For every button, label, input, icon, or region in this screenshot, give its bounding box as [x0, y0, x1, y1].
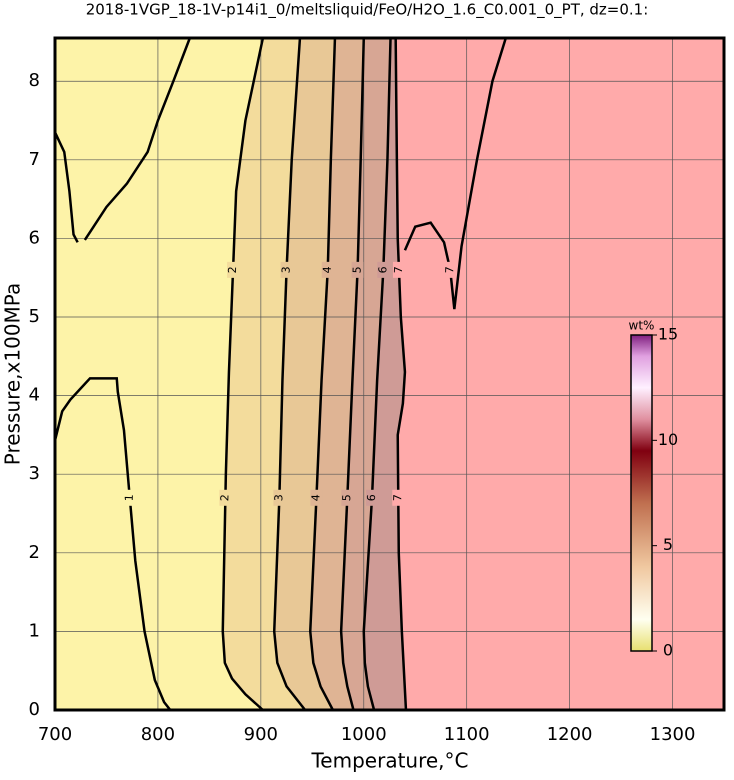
contour-label-bg	[273, 489, 286, 506]
x-tick-label: 900	[244, 724, 278, 745]
contour-label-bg	[392, 489, 405, 506]
contour-label: 4	[309, 494, 322, 501]
contour-label: 7	[443, 266, 456, 273]
contour-label: 5	[340, 494, 353, 501]
y-tick-label: 8	[29, 70, 40, 91]
x-axis-title: Temperature,°C	[310, 749, 468, 773]
contour-line	[53, 131, 79, 243]
contour-label: 3	[272, 494, 285, 501]
contour-label-bg	[310, 489, 323, 506]
colorbar	[630, 334, 653, 652]
contour-label: 7	[391, 494, 404, 501]
contour-label-bg	[392, 261, 405, 278]
y-tick-label: 4	[29, 385, 40, 406]
contour-label: 7	[392, 266, 405, 273]
contour-label-bg	[219, 489, 232, 506]
plot-frame	[53, 36, 726, 712]
x-tick-label: 1100	[444, 724, 490, 745]
contour-label-bg	[321, 261, 334, 278]
chart-title: 2018-1VGP_18-1V-p14i1_0/meltsliquid/FeO/…	[86, 1, 649, 20]
y-tick-label: 6	[29, 227, 40, 248]
contour-label-bg	[227, 261, 240, 278]
colorbar-tick-label: 10	[658, 430, 678, 449]
y-tick-label: 0	[29, 699, 40, 720]
contour-line	[403, 37, 507, 310]
contour-label: 4	[321, 266, 334, 273]
contour-fill	[395, 38, 724, 710]
x-tick-label: 700	[38, 724, 72, 745]
y-tick-label: 3	[29, 463, 40, 484]
contour-label: 6	[376, 266, 389, 273]
contour-label-bg	[366, 489, 379, 506]
y-tick-label: 5	[29, 306, 40, 327]
contour-label: 1	[123, 494, 136, 501]
contour-label: 2	[226, 266, 239, 273]
contour-label-bg	[280, 261, 293, 278]
contour-label-bg	[377, 261, 390, 278]
colorbar-tick-label: 15	[658, 325, 678, 344]
contour-line	[83, 37, 191, 241]
y-tick-label: 7	[29, 149, 40, 170]
contour-label-bg	[123, 489, 136, 506]
x-tick-label: 1200	[547, 724, 593, 745]
contour-label: 3	[279, 266, 292, 273]
contour-line	[53, 377, 172, 711]
y-axis-title: Pressure,x100MPa	[1, 283, 25, 465]
contour-label-bg	[341, 489, 354, 506]
contour-label: 5	[350, 266, 363, 273]
contour-line	[394, 37, 408, 711]
y-tick-label: 1	[29, 620, 40, 641]
colorbar-label: wt%	[629, 319, 655, 333]
x-tick-label: 1300	[650, 724, 696, 745]
contour-label-bg	[351, 261, 364, 278]
colorbar-tick-label: 0	[663, 641, 673, 660]
x-tick-label: 1000	[341, 724, 387, 745]
x-tick-label: 800	[141, 724, 175, 745]
contour-line	[221, 37, 265, 711]
contour-label-bg	[444, 261, 457, 278]
contour-label: 2	[218, 494, 231, 501]
y-tick-label: 2	[29, 542, 40, 563]
contour-label: 6	[365, 494, 378, 501]
colorbar-tick-label: 5	[663, 535, 673, 554]
